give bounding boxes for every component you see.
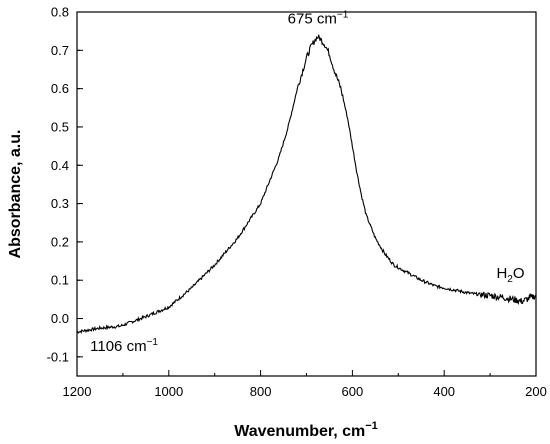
absorbance-series-line	[76, 34, 537, 334]
y-axis-ticks: 0.8 0.7 0.6 0.5 0.4 0.3 0.2 0.1 0.0 -0.1	[47, 5, 83, 364]
y-tick-label: 0.2	[51, 234, 69, 249]
y-tick-label: 0.1	[51, 273, 69, 288]
x-tick-label: 800	[250, 384, 272, 399]
y-tick-label: -0.1	[47, 349, 69, 364]
x-tick-label: 600	[342, 384, 364, 399]
x-axis-title: Wavenumber, cm−1	[234, 420, 378, 440]
peak-annotation: 675 cm−1	[288, 9, 349, 27]
y-tick-label: 0.6	[51, 81, 69, 96]
water-annotation: H2O	[496, 265, 524, 285]
y-tick-label: 0.4	[51, 158, 69, 173]
x-tick-label: 400	[433, 384, 455, 399]
x-tick-label: 1000	[154, 384, 183, 399]
y-tick-label: 0.5	[51, 119, 69, 134]
y-tick-label: 0.3	[51, 196, 69, 211]
x-tick-label: 200	[525, 384, 547, 399]
y-tick-label: 0.8	[51, 5, 69, 20]
x-tick-label: 1200	[63, 384, 92, 399]
x-axis-ticks: 1200 1000 800 600 400 200	[63, 370, 547, 399]
low-wavenumber-annotation: 1106 cm−1	[90, 337, 158, 355]
y-tick-label: 0.0	[51, 311, 69, 326]
y-axis-title: Absorbance, a.u.	[7, 130, 24, 259]
y-tick-label: 0.7	[51, 43, 69, 58]
